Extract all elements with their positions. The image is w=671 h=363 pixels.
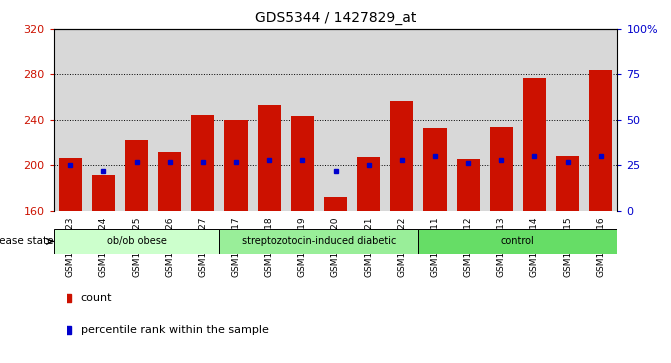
- Bar: [589, 70, 613, 211]
- Bar: [125, 140, 148, 211]
- Bar: [423, 128, 447, 211]
- Text: count: count: [81, 293, 112, 303]
- Bar: [490, 127, 513, 211]
- Bar: [324, 197, 347, 211]
- Bar: [58, 158, 82, 211]
- Bar: [258, 105, 280, 211]
- Bar: [87, 29, 120, 211]
- Bar: [419, 229, 617, 254]
- Title: GDS5344 / 1427829_at: GDS5344 / 1427829_at: [255, 11, 416, 25]
- Text: control: control: [501, 236, 535, 246]
- Text: disease state: disease state: [0, 236, 53, 246]
- Bar: [352, 29, 385, 211]
- Bar: [584, 29, 617, 211]
- Bar: [391, 101, 413, 211]
- Bar: [252, 29, 286, 211]
- Bar: [452, 29, 484, 211]
- Bar: [551, 29, 584, 211]
- Bar: [158, 151, 181, 211]
- Bar: [357, 157, 380, 211]
- Bar: [523, 78, 546, 211]
- Text: streptozotocin-induced diabetic: streptozotocin-induced diabetic: [242, 236, 396, 246]
- Bar: [224, 120, 248, 211]
- Bar: [518, 29, 551, 211]
- Text: ob/ob obese: ob/ob obese: [107, 236, 166, 246]
- Text: percentile rank within the sample: percentile rank within the sample: [81, 325, 268, 335]
- Bar: [456, 159, 480, 211]
- Bar: [385, 29, 419, 211]
- Bar: [419, 29, 452, 211]
- Bar: [54, 29, 87, 211]
- Bar: [120, 29, 153, 211]
- Bar: [191, 115, 215, 211]
- Bar: [187, 29, 219, 211]
- Bar: [219, 229, 419, 254]
- Bar: [54, 229, 219, 254]
- Bar: [219, 29, 252, 211]
- Bar: [92, 175, 115, 211]
- Bar: [556, 156, 579, 211]
- Bar: [319, 29, 352, 211]
- Bar: [291, 117, 314, 211]
- Bar: [286, 29, 319, 211]
- Bar: [484, 29, 518, 211]
- Bar: [153, 29, 187, 211]
